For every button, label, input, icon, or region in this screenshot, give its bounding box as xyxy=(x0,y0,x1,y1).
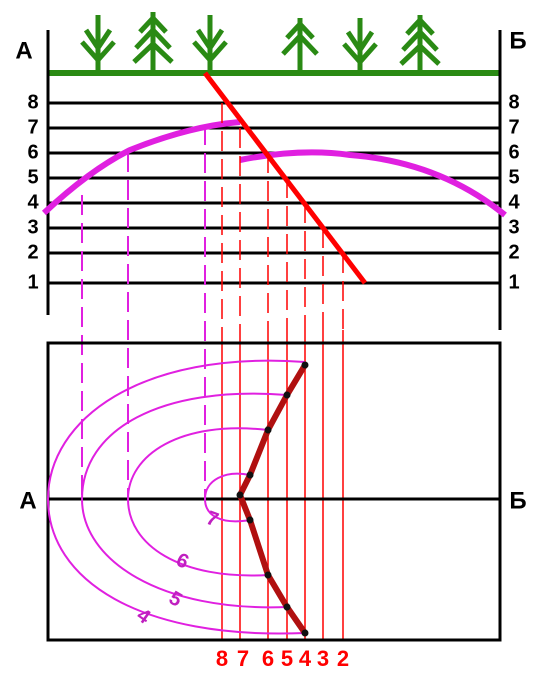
level-label-left: 2 xyxy=(27,241,38,263)
plan-frame xyxy=(46,341,502,642)
outcrop-points xyxy=(236,361,309,637)
contour-label: 4 xyxy=(133,604,155,629)
level-label-left: 5 xyxy=(27,166,38,188)
section-left-label: А xyxy=(15,37,32,64)
contour-label: 6 xyxy=(173,549,192,574)
level-label-left: 1 xyxy=(27,271,38,293)
projections-magenta xyxy=(81,125,206,499)
level-label-left: 6 xyxy=(27,141,38,163)
plan-left-label: А xyxy=(19,487,36,514)
level-label-right: 4 xyxy=(508,191,520,213)
fault xyxy=(203,71,367,285)
trees xyxy=(80,12,441,70)
level-label-left: 3 xyxy=(27,216,38,238)
section-right-label: Б xyxy=(509,27,526,54)
contours xyxy=(46,359,306,635)
level-label-right: 3 xyxy=(508,216,519,238)
line-label: 3 xyxy=(317,646,329,671)
level-label-right: 5 xyxy=(508,166,519,188)
level-label-right: 7 xyxy=(508,116,519,138)
level-label-left: 8 xyxy=(27,91,38,113)
plan-right-label: Б xyxy=(509,487,526,514)
level-label-right: 2 xyxy=(508,241,519,263)
line-label: 2 xyxy=(337,646,349,671)
level-label-left: 4 xyxy=(27,191,39,213)
line-label: 6 xyxy=(262,646,274,671)
level-label-right: 8 xyxy=(508,91,519,113)
level-label-right: 6 xyxy=(508,141,519,163)
level-label-left: 7 xyxy=(27,116,38,138)
layer-left xyxy=(41,119,241,216)
plan-lines xyxy=(221,330,344,640)
level-label-right: 1 xyxy=(508,271,519,293)
line-label: 7 xyxy=(237,646,249,671)
line-label: 5 xyxy=(281,646,293,671)
layer-right xyxy=(239,149,507,218)
line-label: 8 xyxy=(216,646,228,671)
line-label: 4 xyxy=(299,646,312,671)
projections-red xyxy=(221,103,344,330)
